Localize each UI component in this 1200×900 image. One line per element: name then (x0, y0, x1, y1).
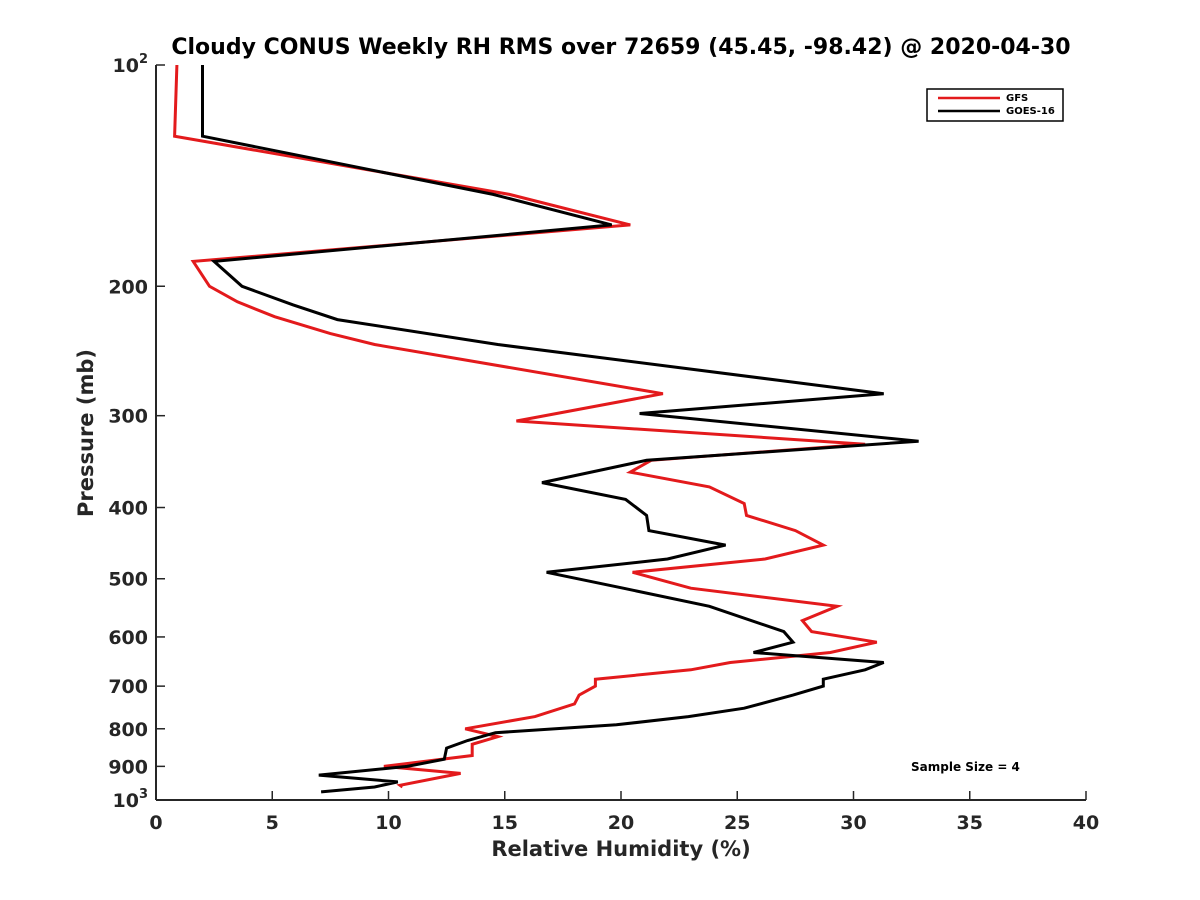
x-tick-label: 25 (724, 812, 750, 834)
chart-title: Cloudy CONUS Weekly RH RMS over 72659 (4… (171, 35, 1070, 60)
legend-label-gfs: GFS (1006, 93, 1028, 104)
y-tick-label: 900 (108, 756, 148, 778)
legend-box (926, 88, 1064, 122)
x-axis-label: Relative Humidity (%) (491, 837, 750, 861)
x-tick-label: 10 (375, 812, 401, 834)
y-tick-label: 102 (113, 52, 149, 77)
y-axis-label: Pressure (mb) (74, 349, 98, 517)
y-tick-label: 103 (113, 787, 149, 812)
x-tick-label: 30 (840, 812, 866, 834)
y-tick-label: 300 (108, 406, 148, 428)
x-tick-label: 0 (149, 812, 162, 834)
legend-label-goes16: GOES-16 (1006, 106, 1055, 117)
y-tick-label: 400 (108, 498, 148, 520)
y-tick-label: 200 (108, 276, 148, 298)
y-ticks: 102 200 300 400 500 600 700 800 900 103 (108, 52, 165, 812)
series-layer (173, 64, 919, 794)
x-tick-label: 40 (1073, 812, 1099, 834)
series-line-gfs (173, 64, 878, 789)
y-tick-label: 500 (108, 569, 148, 591)
legend: GFS GOES-16 (926, 88, 1064, 122)
y-tick-label: 600 (108, 627, 148, 649)
x-tick-label: 15 (492, 812, 518, 834)
x-tick-label: 5 (266, 812, 279, 834)
x-tick-label: 35 (957, 812, 983, 834)
y-tick-label: 700 (108, 676, 148, 698)
series-line-goes-16 (201, 65, 919, 794)
x-ticks: 0 5 10 15 20 25 30 35 40 (149, 791, 1099, 834)
y-tick-label: 800 (108, 719, 148, 741)
x-tick-label: 20 (608, 812, 634, 834)
sample-size-annotation: Sample Size = 4 (911, 760, 1020, 774)
